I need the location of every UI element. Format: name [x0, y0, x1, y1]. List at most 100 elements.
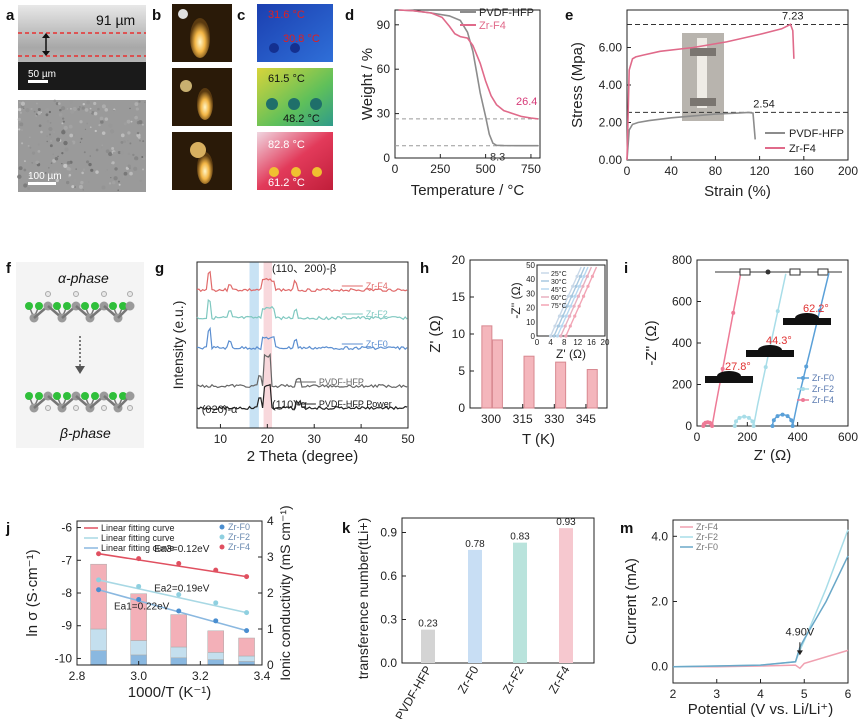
sem-grain: [31, 161, 34, 164]
sem-grain: [37, 143, 40, 146]
sem-grain: [105, 149, 110, 154]
beta-peak-highlight: [263, 262, 273, 428]
annotation-beta: (110、200)-β: [272, 263, 336, 275]
hydrogen-atom: [101, 291, 107, 297]
sem-grain: [127, 131, 131, 135]
inset-line: [556, 266, 589, 337]
y-tick-label: 60: [377, 62, 391, 76]
y-tick-label: 4.00: [599, 78, 623, 92]
panel-letter-k: k: [342, 520, 351, 537]
sem-grain: [129, 142, 132, 145]
beta-phase-label: β-phase: [59, 425, 111, 441]
x-tick-label: 300: [481, 412, 501, 426]
y-tick-label: 600: [672, 295, 692, 309]
sem-grain: [63, 140, 68, 146]
inset-x-tick: 12: [573, 338, 582, 347]
contact-angle-label: 27.8°: [725, 361, 751, 373]
conductivity-bar: [90, 563, 107, 630]
annotation-2-54: 2.54: [753, 98, 774, 110]
sem-grain: [53, 99, 57, 103]
sem-grain: [101, 144, 104, 146]
sem-grain: [19, 111, 22, 114]
sem-grain: [45, 113, 49, 117]
contact-angle-label: 62.2°: [803, 303, 829, 315]
legend-label: Zr-F4: [228, 542, 250, 552]
sem-grain: [35, 115, 37, 117]
inset-x-label: Z' (Ω): [556, 347, 586, 361]
arrow-up-icon: [42, 33, 50, 38]
x-axis-label: Z' (Ω): [754, 447, 791, 464]
sem-texture: [17, 99, 146, 191]
conductivity-bar: [90, 650, 107, 666]
sem-grain: [55, 102, 59, 106]
beta-phase-molecule: [25, 391, 135, 413]
sem-grain: [141, 182, 144, 185]
y2-axis-label: Ionic conductivity (mS cm⁻¹): [277, 505, 293, 680]
data-point: [136, 597, 142, 603]
sem-grain: [89, 155, 92, 157]
inset-y-tick: 10: [526, 318, 535, 327]
fluorine-atom: [25, 392, 33, 400]
sem-grain: [27, 144, 30, 147]
fluorine-atom: [119, 302, 127, 310]
panel-letter-i: i: [624, 260, 628, 277]
carbon-atom: [125, 301, 135, 311]
sem-grain: [20, 128, 24, 132]
y-tick-label: 200: [672, 378, 692, 392]
sem-grain: [69, 99, 74, 104]
sem-grain: [91, 111, 95, 115]
sem-grain: [139, 139, 141, 142]
sem-grain: [120, 150, 125, 155]
conductivity-bar: [207, 659, 224, 666]
sem-grain: [37, 107, 41, 112]
sem-grain: [71, 185, 75, 189]
sem-grain: [31, 151, 36, 155]
sem-grain: [123, 140, 126, 143]
fluorine-atom: [25, 302, 33, 310]
legend-marker: [219, 524, 225, 530]
sem-grain: [50, 140, 52, 142]
bar-value-label: 0.83: [510, 532, 530, 543]
legend-marker: [219, 544, 225, 550]
sem-grain: [138, 120, 143, 125]
inset-legend-label: 30°C: [551, 278, 567, 286]
sem-grain: [49, 170, 52, 173]
sem-grain: [97, 107, 100, 111]
x-tick-label: 120: [750, 164, 770, 178]
sem-grain: [68, 141, 73, 146]
data-point: [785, 414, 790, 419]
bar: [421, 629, 435, 663]
sem-grain: [113, 109, 115, 112]
hotspot-2b: [288, 98, 300, 110]
sem-grain: [104, 108, 109, 112]
panel-letter-b: b: [152, 7, 161, 24]
sem-grain: [87, 181, 90, 183]
sem-grain: [90, 168, 94, 172]
sem-grain: [112, 151, 117, 156]
series-line-pvdf-hfp: [626, 111, 756, 161]
series-label: Zr-F4: [366, 281, 388, 291]
series-line-zr-f4: [702, 275, 742, 427]
sem-grain: [122, 176, 125, 178]
circuit-cpe: [789, 268, 801, 276]
data-point: [176, 608, 182, 614]
data-point: [775, 309, 780, 314]
legend-label: Linear fitting curve: [101, 543, 175, 553]
chart-panel-k: 0.0 0.3 0.6 0.9 0.23 PVDF-HFP 0.78 Zr-F0 0.83 Zr-…: [355, 517, 595, 719]
annotation-8-3: 8.3: [490, 152, 505, 164]
y-tick-label: 10: [452, 327, 466, 341]
temp-label-1: 31.6 °C: [268, 9, 305, 21]
sem-dark-band: [18, 62, 146, 90]
scale-bar-bottom: [28, 182, 56, 185]
sem-grain: [68, 175, 70, 178]
sem-grain: [49, 135, 52, 139]
legend-label: Zr-F0: [696, 542, 718, 552]
sem-grain: [123, 122, 127, 126]
sem-grain: [17, 174, 22, 179]
data-point: [96, 587, 102, 593]
y-tick-label: 0: [685, 419, 692, 433]
y2-tick-label: 2: [267, 586, 274, 600]
y-tick-label: 90: [377, 18, 391, 32]
data-point: [244, 628, 250, 634]
